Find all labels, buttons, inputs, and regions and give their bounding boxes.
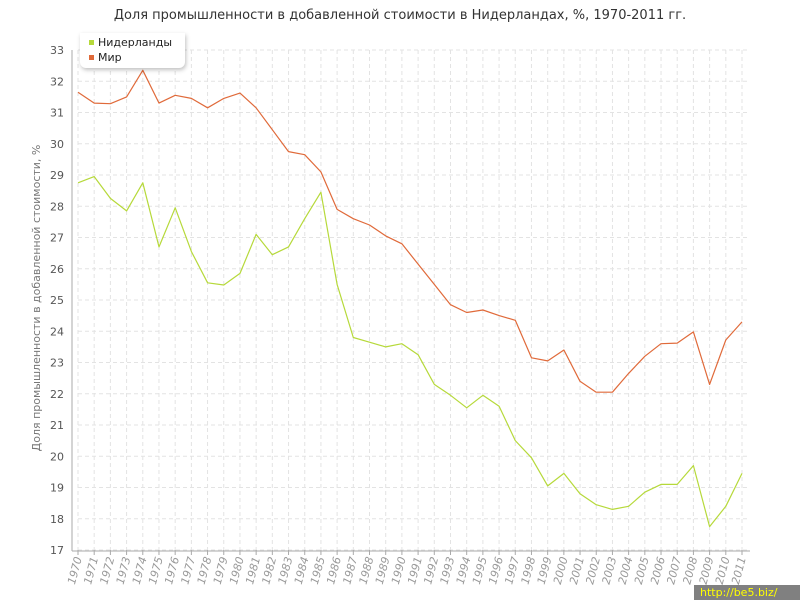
x-tick-labels: 1970197119721973197419751976197719781979… [65, 555, 749, 585]
y-tick-label: 24 [50, 325, 64, 338]
y-tick-label: 21 [50, 419, 64, 432]
y-tick-label: 32 [50, 75, 64, 88]
series [77, 69, 743, 528]
y-tick-labels: 17 18 19 20 21 22 23 24 25 26 27 28 29 30 31 32 33 [50, 44, 64, 557]
y-tick-label: 28 [50, 200, 64, 213]
y-tick-label: 31 [50, 107, 64, 120]
y-tick-label: 27 [50, 232, 64, 245]
series-line-world [77, 69, 743, 393]
y-tick-label: 22 [50, 388, 64, 401]
y-tick-label: 17 [50, 544, 64, 557]
y-tick-label: 26 [50, 263, 64, 276]
watermark-link[interactable]: http://be5.biz/ [694, 585, 800, 600]
legend-swatch-netherlands [89, 40, 94, 45]
y-tick-label: 20 [50, 450, 64, 463]
legend-label-netherlands: Нидерланды [98, 36, 173, 49]
chart-title: Доля промышленности в добавленной стоимо… [113, 8, 687, 23]
series-line-netherlands [77, 176, 743, 528]
y-tick-label: 23 [50, 357, 64, 370]
legend: Нидерланды Мир [80, 33, 185, 68]
y-axis-label: Доля промышленности в добавленной стоимо… [30, 145, 43, 452]
axes [71, 50, 750, 555]
grid [77, 49, 750, 551]
y-tick-label: 18 [50, 513, 64, 526]
y-tick-label: 33 [50, 44, 64, 57]
y-tick-label: 25 [50, 294, 64, 307]
y-tick-label: 30 [50, 138, 64, 151]
y-tick-label: 29 [50, 169, 64, 182]
legend-swatch-world [89, 55, 94, 60]
y-tick-label: 19 [50, 482, 64, 495]
legend-label-world: Мир [98, 51, 122, 64]
